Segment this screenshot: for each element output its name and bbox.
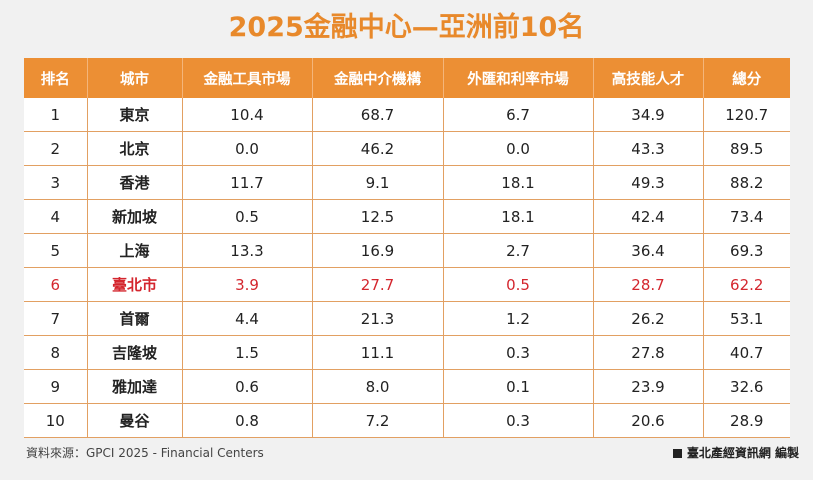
table-header-row: 排名 城市 金融工具市場 金融中介機構 外匯和利率市場 高技能人才 總分 [24, 58, 790, 98]
cell-total: 40.7 [703, 335, 790, 370]
table-row: 4 新加坡 0.5 12.5 18.1 42.4 73.4 [24, 199, 790, 234]
table-row: 2 北京 0.0 46.2 0.0 43.3 89.5 [24, 131, 790, 166]
cell-value: 0.0 [182, 131, 313, 166]
table-row: 8 吉隆坡 1.5 11.1 0.3 27.8 40.7 [24, 335, 790, 370]
cell-value: 10.4 [182, 98, 313, 132]
cell-value: 11.1 [312, 335, 444, 370]
header-financial-intermediaries: 金融中介機構 [312, 58, 444, 98]
cell-value: 8.0 [312, 369, 444, 404]
cell-value: 0.5 [443, 267, 594, 302]
cell-value: 21.3 [312, 301, 444, 336]
ranking-table: 排名 城市 金融工具市場 金融中介機構 外匯和利率市場 高技能人才 總分 1 東… [24, 58, 790, 438]
cell-value: 4.4 [182, 301, 313, 336]
cell-rank: 8 [24, 335, 88, 370]
cell-city: 上海 [87, 233, 183, 268]
cell-value: 68.7 [312, 98, 444, 132]
cell-city: 新加坡 [87, 199, 183, 234]
cell-value: 3.9 [182, 267, 313, 302]
cell-value: 1.2 [443, 301, 594, 336]
cell-value: 1.5 [182, 335, 313, 370]
cell-value: 46.2 [312, 131, 444, 166]
cell-rank: 2 [24, 131, 88, 166]
cell-value: 0.0 [443, 131, 594, 166]
cell-value: 13.3 [182, 233, 313, 268]
cell-city: 首爾 [87, 301, 183, 336]
table-row: 9 雅加達 0.6 8.0 0.1 23.9 32.6 [24, 369, 790, 404]
cell-value: 18.1 [443, 165, 594, 200]
cell-value: 27.7 [312, 267, 444, 302]
cell-rank: 7 [24, 301, 88, 336]
cell-total: 28.9 [703, 403, 790, 438]
cell-city: 香港 [87, 165, 183, 200]
cell-total: 62.2 [703, 267, 790, 302]
cell-total: 120.7 [703, 98, 790, 132]
cell-city: 臺北市 [87, 267, 183, 302]
cell-value: 36.4 [593, 233, 704, 268]
cell-value: 20.6 [593, 403, 704, 438]
cell-total: 89.5 [703, 131, 790, 166]
cell-value: 0.8 [182, 403, 313, 438]
page-title: 2025金融中心—亞洲前10名 [228, 12, 585, 43]
cell-value: 9.1 [312, 165, 444, 200]
cell-value: 34.9 [593, 98, 704, 132]
cell-rank: 9 [24, 369, 88, 404]
cell-value: 7.2 [312, 403, 444, 438]
cell-city: 雅加達 [87, 369, 183, 404]
source-note: 資料來源：GPCI 2025 - Financial Centers [26, 446, 264, 460]
cell-value: 16.9 [312, 233, 444, 268]
cell-rank: 1 [24, 98, 88, 132]
cell-city: 東京 [87, 98, 183, 132]
table-row: 5 上海 13.3 16.9 2.7 36.4 69.3 [24, 233, 790, 268]
cell-total: 32.6 [703, 369, 790, 404]
cell-value: 42.4 [593, 199, 704, 234]
cell-value: 43.3 [593, 131, 704, 166]
cell-rank: 5 [24, 233, 88, 268]
cell-rank: 6 [24, 267, 88, 302]
cell-total: 73.4 [703, 199, 790, 234]
cell-rank: 3 [24, 165, 88, 200]
cell-total: 69.3 [703, 233, 790, 268]
cell-value: 49.3 [593, 165, 704, 200]
cell-value: 0.3 [443, 403, 594, 438]
cell-total: 88.2 [703, 165, 790, 200]
header-fx-interest-markets: 外匯和利率市場 [443, 58, 594, 98]
cell-value: 0.1 [443, 369, 594, 404]
cell-value: 0.3 [443, 335, 594, 370]
cell-value: 6.7 [443, 98, 594, 132]
cell-value: 27.8 [593, 335, 704, 370]
table-row-highlighted: 6 臺北市 3.9 27.7 0.5 28.7 62.2 [24, 267, 790, 302]
table-row: 1 東京 10.4 68.7 6.7 34.9 120.7 [24, 98, 790, 132]
cell-value: 23.9 [593, 369, 704, 404]
table-row: 10 曼谷 0.8 7.2 0.3 20.6 28.9 [24, 403, 790, 438]
header-financial-instruments: 金融工具市場 [182, 58, 313, 98]
cell-rank: 4 [24, 199, 88, 234]
credit-note: 臺北產經資訊網 編製 [672, 444, 799, 462]
table-row: 3 香港 11.7 9.1 18.1 49.3 88.2 [24, 165, 790, 200]
cell-city: 曼谷 [87, 403, 183, 438]
cell-value: 0.6 [182, 369, 313, 404]
cell-value: 28.7 [593, 267, 704, 302]
cell-total: 53.1 [703, 301, 790, 336]
header-city: 城市 [87, 58, 183, 98]
credit-text: 臺北產經資訊網 編製 [686, 446, 799, 460]
cell-value: 2.7 [443, 233, 594, 268]
table-row: 7 首爾 4.4 21.3 1.2 26.2 53.1 [24, 301, 790, 336]
cell-city: 吉隆坡 [87, 335, 183, 370]
cell-rank: 10 [24, 403, 88, 438]
header-rank: 排名 [24, 58, 88, 98]
ranking-table-container: 排名 城市 金融工具市場 金融中介機構 外匯和利率市場 高技能人才 總分 1 東… [24, 58, 790, 438]
cell-value: 26.2 [593, 301, 704, 336]
cell-value: 11.7 [182, 165, 313, 200]
cell-value: 0.5 [182, 199, 313, 234]
header-skilled-talent: 高技能人才 [593, 58, 704, 98]
black-square-icon [672, 448, 682, 458]
cell-value: 12.5 [312, 199, 444, 234]
cell-value: 18.1 [443, 199, 594, 234]
header-total-score: 總分 [703, 58, 790, 98]
cell-city: 北京 [87, 131, 183, 166]
